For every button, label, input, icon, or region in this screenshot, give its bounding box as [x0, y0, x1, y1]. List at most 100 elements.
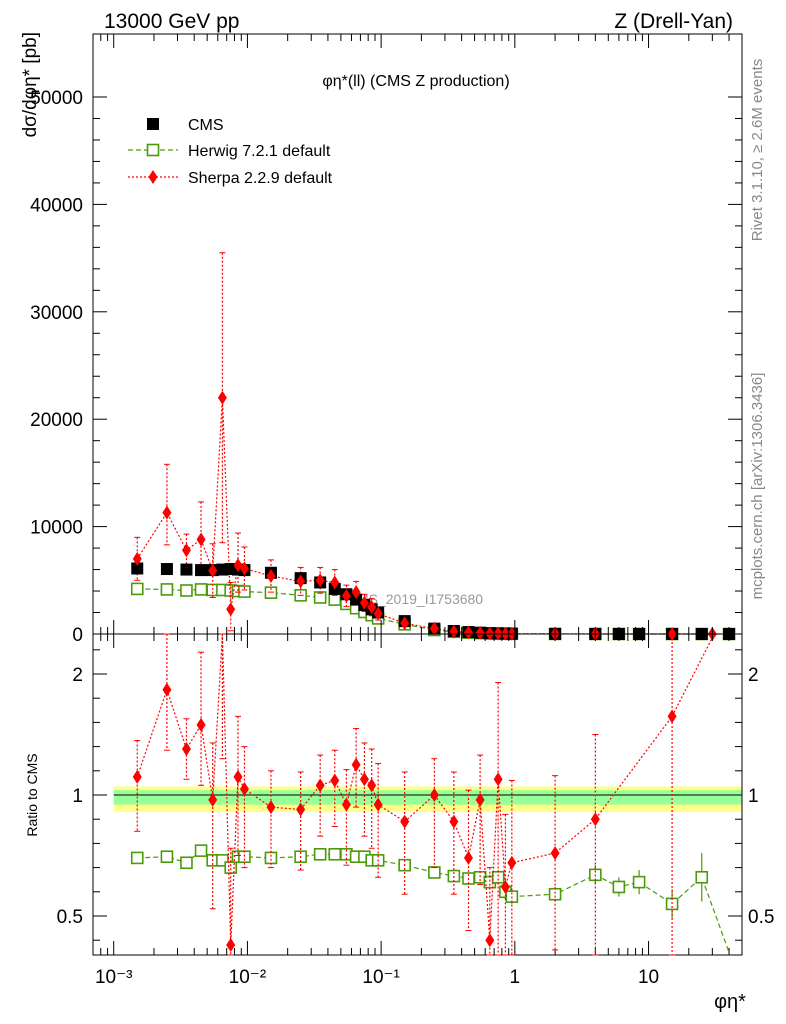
ratio-herwig-point — [194, 844, 208, 857]
ratio-y-tick-label-left: 0.5 — [57, 907, 83, 928]
ratio-plot-panel: Ratio to CMS 0.5 0.5 1 1 2 2 10⁻³ 10⁻² 10⁻¹ 1 10 — [24, 34, 774, 988]
cms-data-point — [131, 562, 144, 575]
sherpa-point — [341, 588, 351, 603]
sherpa-point — [359, 595, 369, 610]
cms-data-point — [195, 564, 208, 577]
herwig-point — [264, 586, 278, 599]
ratio-herwig-point — [548, 887, 562, 901]
ratio-herwig-point — [313, 847, 327, 861]
ratio-sherpa-point — [233, 769, 243, 784]
sherpa-point — [463, 625, 473, 640]
sherpa-point — [367, 600, 377, 615]
sherpa-point — [196, 532, 206, 547]
ratio-sherpa-point — [463, 850, 473, 865]
ratio-sherpa-point — [449, 814, 459, 829]
sherpa-point — [239, 561, 249, 576]
ratio-herwig-point — [491, 870, 505, 884]
sherpa-point — [449, 624, 459, 639]
ratio-y-tick-label-right: 1 — [748, 786, 759, 807]
x-axis-label: φη* — [714, 991, 746, 1013]
ratio-sherpa-point — [132, 769, 142, 784]
ratio-herwig-point — [612, 880, 626, 894]
ratio-sherpa-point — [162, 682, 172, 697]
herwig-point — [194, 583, 208, 596]
ratio-sherpa-point — [266, 800, 276, 815]
plot-title: φη*(ll) (CMS Z production) — [322, 73, 509, 90]
sherpa-point — [373, 606, 383, 621]
ratio-herwig-point — [160, 850, 174, 864]
ratio-herwig-point — [264, 851, 278, 865]
ratio-sherpa-point — [359, 772, 369, 787]
x-tick-label: 10⁻² — [229, 967, 267, 988]
sherpa-point — [296, 574, 306, 589]
ratio-sherpa-point — [226, 938, 236, 953]
ratio-herwig-point — [328, 847, 342, 861]
x-tick-label: 10⁻³ — [95, 967, 133, 988]
sherpa-point — [266, 569, 276, 584]
ratio-y-tick-label-left: 2 — [72, 665, 83, 686]
x-tick-label: 10⁻¹ — [362, 967, 400, 988]
ratio-sherpa-point — [507, 855, 517, 870]
ratio-sherpa-point — [485, 933, 495, 948]
sherpa-point — [162, 505, 172, 520]
legend: CMS Herwig 7.2.1 default Sherpa 2.2.9 defa… — [128, 117, 333, 187]
ratio-sherpa-point — [429, 788, 439, 802]
y-tick-label: 20000 — [30, 410, 83, 431]
ratio-sherpa-point — [367, 778, 377, 793]
cms-data-point — [160, 563, 173, 576]
y-axis-label-main: dσ/dφη* [pb] — [20, 32, 41, 137]
ratio-herwig-point — [428, 866, 441, 879]
y-tick-label: 50000 — [30, 88, 83, 109]
herwig-point — [180, 584, 193, 597]
ratio-herwig-point — [130, 851, 144, 865]
sherpa-point — [181, 543, 191, 558]
y-tick-label: 0 — [72, 625, 83, 646]
ratio-sherpa-point — [296, 802, 306, 817]
ratio-herwig-point — [695, 870, 709, 884]
ratio-y-tick-label-left: 1 — [72, 786, 83, 807]
ratio-sherpa-point — [667, 709, 677, 724]
header-left: 13000 GeV pp — [104, 10, 239, 33]
ratio-sherpa-point — [373, 797, 383, 812]
ratio-sherpa-point — [590, 812, 600, 827]
ratio-sherpa-point — [475, 792, 485, 807]
herwig-point — [238, 585, 251, 598]
y-tick-label: 40000 — [30, 195, 83, 216]
sherpa-point — [315, 573, 325, 588]
ratio-sherpa-point — [208, 792, 218, 807]
mcplots-label: mcplots.cern.ch [arXiv:1306.3436] — [749, 373, 766, 600]
main-plot-panel: φη*(ll) (CMS Z production) CMS_2019_I175… — [20, 32, 743, 646]
sherpa-point — [485, 626, 495, 641]
rivet-version-label: Rivet 3.1.10, ≥ 2.6M events — [749, 59, 766, 242]
ratio-sherpa-point — [351, 757, 361, 772]
ratio-sherpa-point — [500, 879, 510, 894]
y-tick-label: 10000 — [30, 518, 83, 539]
y-tick-label: 30000 — [30, 303, 83, 324]
legend-label: CMS — [188, 117, 224, 134]
ratio-herwig-point — [632, 875, 646, 889]
ratio-sherpa-point — [239, 781, 249, 796]
x-tick-label: 1 — [510, 967, 521, 988]
ratio-sherpa-point — [315, 778, 325, 793]
legend-marker — [148, 170, 158, 184]
legend-label: Sherpa 2.2.9 default — [188, 170, 333, 187]
sherpa-point — [330, 575, 340, 590]
sherpa-point — [493, 626, 503, 641]
herwig-point — [160, 583, 174, 596]
ratio-sherpa-point — [330, 773, 340, 788]
ratio-sherpa-point — [196, 717, 206, 732]
ratio-herwig-point — [216, 854, 229, 867]
sherpa-point — [429, 621, 439, 636]
legend-marker — [146, 143, 160, 157]
sherpa-point — [208, 563, 218, 578]
herwig-point — [130, 582, 144, 596]
ratio-band-inner — [113, 790, 742, 805]
sherpa-point — [475, 625, 485, 640]
sherpa-point — [351, 585, 361, 600]
ratio-sherpa-point — [400, 814, 410, 829]
sherpa-point — [400, 616, 410, 631]
header-right: Z (Drell-Yan) — [614, 10, 733, 33]
x-tick-label: 10 — [638, 967, 659, 988]
ratio-sherpa-point — [181, 742, 191, 757]
